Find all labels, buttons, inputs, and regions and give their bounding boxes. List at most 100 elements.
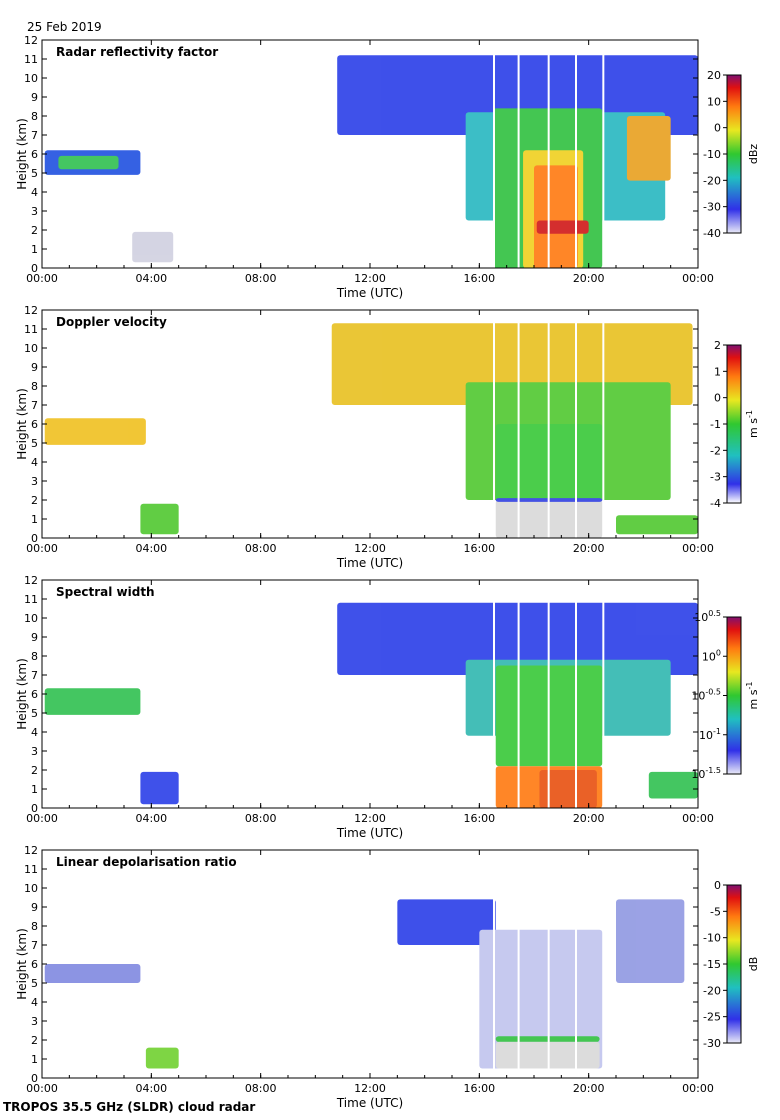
y-tick-label: 3 xyxy=(31,205,38,218)
colorbar-tick-label: 10-1 xyxy=(699,727,721,742)
y-tick-label: 9 xyxy=(31,631,38,644)
x-axis-label: Time (UTC) xyxy=(336,556,403,570)
colorbar-tick-label: -25 xyxy=(703,1011,721,1024)
data-gap xyxy=(517,580,520,808)
echo-region xyxy=(140,771,179,805)
echo-region xyxy=(495,1036,600,1042)
panel-title: Linear depolarisation ratio xyxy=(56,855,237,869)
data-gap xyxy=(602,850,605,1078)
y-tick-label: 4 xyxy=(31,726,38,739)
y-tick-label: 5 xyxy=(31,167,38,180)
data-gap xyxy=(547,850,550,1078)
x-tick-label: 08:00 xyxy=(245,812,277,825)
y-tick-label: 1 xyxy=(31,1053,38,1066)
y-tick-label: 0 xyxy=(31,532,38,545)
panel-title: Radar reflectivity factor xyxy=(56,45,218,59)
echo-region xyxy=(140,503,179,535)
echo-region xyxy=(536,220,589,234)
y-tick-label: 11 xyxy=(24,53,38,66)
panel-title: Doppler velocity xyxy=(56,315,167,329)
x-tick-label: 00:00 xyxy=(682,1082,714,1095)
colorbar-tick-label: -10 xyxy=(703,932,721,945)
data-gap xyxy=(602,40,605,268)
colorbar-tick-label: 100.5 xyxy=(694,609,721,624)
colorbar-tick-label: 100 xyxy=(702,648,721,663)
colorbar-tick-label: 10-1.5 xyxy=(691,766,721,781)
data-gap xyxy=(547,310,550,538)
y-tick-label: 3 xyxy=(31,745,38,758)
y-tick-label: 10 xyxy=(24,612,38,625)
x-tick-label: 20:00 xyxy=(573,812,605,825)
panel-title: Spectral width xyxy=(56,585,155,599)
y-tick-label: 7 xyxy=(31,939,38,952)
data-gap xyxy=(517,850,520,1078)
data-gap xyxy=(602,310,605,538)
x-tick-label: 04:00 xyxy=(135,812,167,825)
x-axis-label: Time (UTC) xyxy=(336,286,403,300)
echo-region xyxy=(58,155,119,170)
data-gap xyxy=(517,40,520,268)
date-label: 25 Feb 2019 xyxy=(27,20,102,34)
colorbar-tick-label: -15 xyxy=(703,958,721,971)
echo-region xyxy=(44,688,141,715)
colorbar-tick-label: -3 xyxy=(710,471,721,484)
y-tick-label: 12 xyxy=(24,574,38,587)
panel-1: Radar reflectivity factor012345678910111… xyxy=(15,34,760,300)
y-tick-label: 8 xyxy=(31,650,38,663)
x-tick-label: 12:00 xyxy=(354,272,386,285)
y-tick-label: 9 xyxy=(31,901,38,914)
echo-region xyxy=(132,231,174,263)
y-tick-label: 6 xyxy=(31,148,38,161)
y-tick-label: 3 xyxy=(31,475,38,488)
data-gap xyxy=(575,40,577,268)
echo-region xyxy=(44,418,146,445)
panel-4: Linear depolarisation ratio0123456789101… xyxy=(15,844,760,1110)
y-tick-label: 7 xyxy=(31,669,38,682)
data-gap xyxy=(575,580,577,808)
x-tick-label: 20:00 xyxy=(573,1082,605,1095)
colorbar-tick-label: -20 xyxy=(703,984,721,997)
colorbar-tick-label: 1 xyxy=(714,365,721,378)
data-gap xyxy=(517,310,520,538)
data-gap xyxy=(575,850,577,1078)
colorbar xyxy=(726,344,742,504)
y-tick-label: 1 xyxy=(31,243,38,256)
y-tick-label: 10 xyxy=(24,882,38,895)
x-tick-label: 12:00 xyxy=(354,812,386,825)
colorbar-tick-label: -20 xyxy=(703,174,721,187)
echo-region xyxy=(44,964,141,983)
y-tick-label: 10 xyxy=(24,342,38,355)
y-tick-label: 11 xyxy=(24,593,38,606)
echo-region xyxy=(616,899,685,983)
x-tick-label: 16:00 xyxy=(463,272,495,285)
y-tick-label: 11 xyxy=(24,863,38,876)
data-gap xyxy=(602,580,605,808)
y-tick-label: 4 xyxy=(31,186,38,199)
y-tick-label: 10 xyxy=(24,72,38,85)
y-tick-label: 5 xyxy=(31,437,38,450)
x-tick-label: 04:00 xyxy=(135,1082,167,1095)
colorbar-tick-label: -2 xyxy=(710,444,721,457)
y-tick-label: 2 xyxy=(31,494,38,507)
colorbar xyxy=(726,884,742,1044)
colorbar-tick-label: -40 xyxy=(703,227,721,240)
colorbar-unit: dBz xyxy=(747,144,760,165)
colorbar-tick-label: -5 xyxy=(710,905,721,918)
y-tick-label: 12 xyxy=(24,304,38,317)
colorbar-tick-label: 0 xyxy=(714,122,721,135)
echo-region xyxy=(495,1041,600,1069)
x-tick-label: 00:00 xyxy=(682,542,714,555)
colorbar-tick-label: -1 xyxy=(710,418,721,431)
echo-region xyxy=(534,165,578,268)
colorbar xyxy=(726,616,742,775)
x-tick-label: 00:00 xyxy=(26,542,58,555)
y-tick-label: 8 xyxy=(31,380,38,393)
echo-region xyxy=(539,770,597,808)
y-tick-label: 3 xyxy=(31,1015,38,1028)
data-gap xyxy=(493,40,495,268)
x-tick-label: 20:00 xyxy=(573,542,605,555)
y-tick-label: 1 xyxy=(31,783,38,796)
x-axis-label: Time (UTC) xyxy=(336,1096,403,1110)
echo-region xyxy=(626,116,671,181)
colorbar-unit: m s-1 xyxy=(745,410,760,438)
